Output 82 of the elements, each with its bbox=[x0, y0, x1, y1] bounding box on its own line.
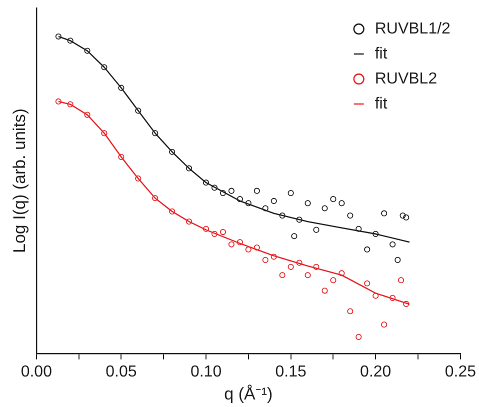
point bbox=[330, 277, 336, 284]
x-tick-label: 0.20 bbox=[360, 363, 392, 380]
point bbox=[135, 175, 142, 182]
point bbox=[118, 84, 124, 91]
point bbox=[390, 241, 396, 248]
point bbox=[186, 218, 192, 225]
point bbox=[67, 38, 74, 44]
point bbox=[313, 264, 320, 270]
point bbox=[220, 228, 226, 236]
point bbox=[211, 230, 218, 237]
point bbox=[288, 264, 294, 270]
point bbox=[330, 196, 336, 202]
point bbox=[394, 256, 401, 263]
point bbox=[364, 246, 370, 253]
point bbox=[279, 212, 286, 219]
point bbox=[304, 200, 311, 206]
point bbox=[245, 200, 252, 206]
point bbox=[270, 198, 277, 204]
point bbox=[169, 208, 176, 214]
point bbox=[372, 292, 379, 299]
point bbox=[84, 48, 90, 54]
x-tick-label: 0.25 bbox=[444, 363, 476, 380]
x-tick-label: 0.10 bbox=[190, 363, 222, 380]
point bbox=[169, 148, 176, 155]
point bbox=[381, 210, 388, 216]
point bbox=[236, 196, 243, 202]
point bbox=[135, 108, 142, 114]
point bbox=[291, 233, 298, 240]
point bbox=[186, 165, 192, 172]
point bbox=[152, 130, 158, 136]
point bbox=[296, 260, 302, 266]
point bbox=[338, 200, 345, 206]
point bbox=[313, 226, 320, 233]
point bbox=[304, 272, 311, 278]
legend-label: fit bbox=[374, 95, 388, 112]
x-axis-title: q (Å⁻¹) bbox=[224, 384, 273, 404]
x-tick-label: 0.05 bbox=[106, 363, 137, 380]
point bbox=[220, 190, 226, 196]
legend-label: RUVBL1/2 bbox=[374, 20, 451, 38]
point bbox=[403, 214, 410, 221]
point bbox=[262, 256, 268, 263]
point bbox=[296, 216, 302, 223]
point bbox=[364, 280, 370, 286]
point bbox=[254, 244, 260, 251]
point bbox=[279, 272, 286, 278]
point bbox=[84, 112, 90, 118]
point bbox=[118, 154, 124, 160]
point bbox=[228, 241, 235, 248]
point bbox=[403, 300, 410, 308]
point bbox=[322, 205, 328, 212]
point bbox=[398, 277, 404, 284]
point bbox=[101, 130, 108, 136]
point bbox=[152, 195, 158, 202]
point bbox=[356, 334, 362, 340]
point bbox=[347, 212, 354, 219]
point bbox=[288, 190, 294, 196]
point bbox=[270, 254, 277, 260]
point bbox=[400, 212, 406, 219]
y-axis-title: Log I(q) (arb. units) bbox=[10, 108, 29, 253]
point bbox=[356, 226, 362, 232]
x-tick-label: 0.00 bbox=[20, 363, 52, 380]
x-tick-label: 0.15 bbox=[275, 363, 306, 380]
point bbox=[67, 101, 74, 108]
point bbox=[390, 294, 396, 301]
point bbox=[101, 64, 108, 70]
point bbox=[322, 288, 328, 294]
legend-label: fit bbox=[374, 45, 388, 62]
point bbox=[211, 184, 218, 191]
point bbox=[228, 188, 235, 194]
point bbox=[381, 322, 388, 328]
point bbox=[202, 226, 210, 232]
point bbox=[202, 180, 210, 186]
legend-label: RUVBL2 bbox=[374, 70, 438, 88]
point bbox=[262, 205, 268, 212]
point bbox=[254, 188, 260, 194]
point bbox=[55, 33, 62, 40]
point bbox=[245, 246, 252, 253]
point bbox=[55, 98, 62, 105]
point bbox=[338, 270, 345, 276]
point bbox=[372, 230, 379, 237]
point bbox=[347, 308, 354, 314]
point bbox=[236, 239, 243, 246]
